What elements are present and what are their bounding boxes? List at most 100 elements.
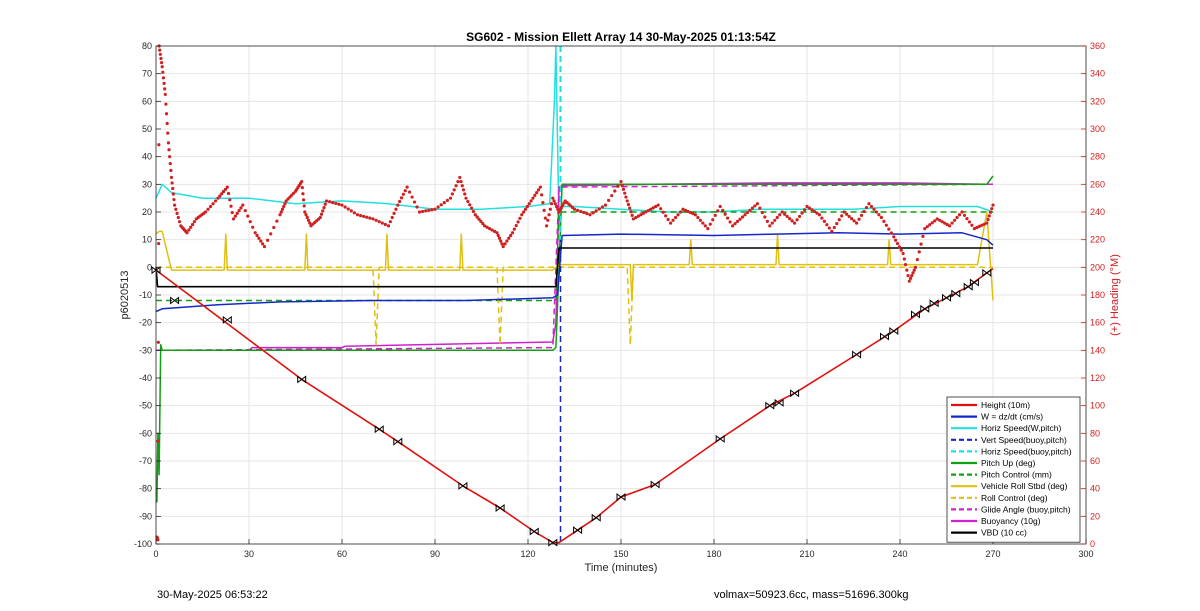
heading-point [161,76,166,80]
heading-point [246,214,250,218]
y-tick-label: -50 [139,401,152,411]
heading-point [213,199,218,203]
heading-point [337,202,341,206]
heading-point [168,161,172,166]
heading-point [820,216,824,220]
heading-point [624,195,628,199]
heading-point [531,196,535,200]
heading-point [977,224,981,228]
heading-point [902,257,906,261]
heading-point [797,214,802,219]
y-tick-label: 60 [142,96,152,106]
heading-point [938,218,942,222]
heading-point [639,213,643,217]
heading-point [221,189,226,194]
heading-point [225,185,229,189]
heading-point [793,221,797,225]
heading-point [452,188,456,192]
heading-point [654,204,658,209]
heading-point [837,218,841,222]
heading-point [170,181,174,185]
heading-point [499,239,503,243]
heading-point [318,215,322,220]
heading-point [805,204,809,209]
legend: Height (10m)W = dz/dt (cm/s)Horiz Speed(… [946,396,1081,543]
heading-point [334,201,338,206]
heading-point [889,231,893,235]
y2-tick-label: 80 [1090,428,1100,438]
heading-point [607,198,611,202]
heading-point [788,217,792,221]
heading-point [603,203,608,207]
y2-axis-label: (+) Heading (°M) [1109,254,1121,336]
heading-point [688,210,693,215]
heading-point [641,211,645,215]
heading-point [862,209,866,214]
heading-point [233,214,237,218]
x-tick-label: 300 [1078,549,1093,559]
heading-point [204,210,208,214]
heading-point [807,206,812,210]
legend-box [946,396,1081,543]
heading-point [711,218,715,222]
series-line [155,232,994,313]
y-tick-label: -60 [139,428,152,438]
heading-point [852,219,856,223]
heading-point [718,204,722,209]
heading-point [703,224,707,228]
heading-point [527,202,531,206]
heading-point [421,209,425,214]
heading-point [970,223,974,227]
heading-point [738,217,742,221]
heading-point [176,215,180,220]
heading-point [817,213,822,217]
heading-point [306,218,311,222]
heading-point [410,195,414,199]
y-tick-label: -30 [139,345,152,355]
heading-point [673,215,678,220]
heading-point [911,271,915,275]
heading-point [651,206,655,210]
heading-point [228,198,232,202]
heading-point [948,224,952,228]
dive-marker [297,375,307,384]
heading-point [525,204,529,209]
heading-point [241,203,245,207]
heading-point [634,215,638,220]
heading-point [190,222,195,227]
heading-point [166,131,170,135]
heading-point [572,207,577,211]
heading-point [879,215,884,220]
heading-point [957,213,962,217]
heading-point [543,216,547,220]
dive-marker [650,480,660,489]
y2-tick-label: 260 [1090,179,1105,189]
heading-point [554,204,559,209]
heading-point [753,204,757,208]
heading-point [424,209,428,213]
heading-point [840,214,844,218]
heading-point [492,229,497,233]
heading-point [850,217,854,221]
heading-point [223,187,228,191]
x-tick-label: 0 [153,549,158,559]
dive-marker [222,315,232,324]
heading-point [827,226,831,230]
heading-point [156,439,160,443]
heading-point [352,211,356,215]
heading-point [529,199,533,203]
heading-point [243,209,247,213]
y2-tick-label: 120 [1090,373,1105,383]
heading-point [681,207,685,211]
heading-point [495,231,499,235]
heading-point [279,210,283,214]
heading-point [686,209,690,214]
heading-point [623,191,627,195]
heading-point [163,92,167,97]
heading-point [965,217,969,221]
dive-marker [616,492,626,501]
heading-point [895,241,900,246]
heading-point [308,221,312,225]
heading-point [630,213,634,217]
heading-point [163,87,167,91]
